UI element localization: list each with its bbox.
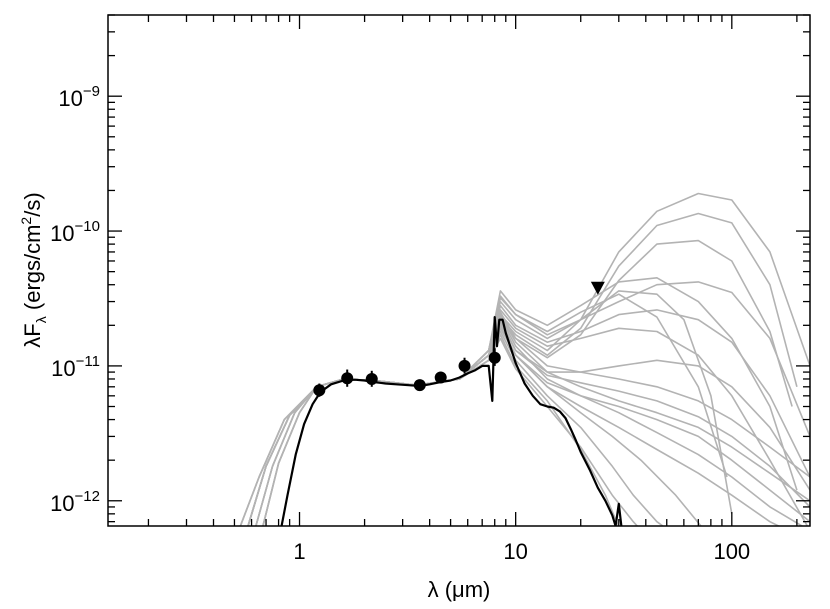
observed-points xyxy=(313,281,605,397)
y-axis-title-unit-pre: (ergs/cm xyxy=(20,225,45,317)
y-tick-label: 10−10 xyxy=(50,218,100,246)
upper-limit-marker xyxy=(590,281,605,295)
y-tick-label: 10−11 xyxy=(51,353,100,381)
data-point xyxy=(365,372,378,385)
data-point xyxy=(413,379,426,392)
data-point xyxy=(313,384,326,397)
y-axis-title-unit-post: /s) xyxy=(20,192,45,216)
x-tick-label: 100 xyxy=(713,539,750,564)
tick-labels: 1 10 100 10−12 10−11 10−10 10−9 xyxy=(50,83,750,564)
x-tick-label: 10 xyxy=(503,539,527,564)
data-point xyxy=(341,372,354,385)
plot-frame xyxy=(107,14,811,527)
x-tick-label: 1 xyxy=(293,539,305,564)
y-axis-title: λFλ (ergs/cm2/s) xyxy=(18,192,49,347)
data-point xyxy=(458,359,471,372)
data-point xyxy=(488,351,501,364)
y-axis-title-sub: λ xyxy=(33,316,49,323)
y-axis-title-main: λF xyxy=(20,323,45,347)
y-tick-label: 10−12 xyxy=(50,488,100,516)
axis-ticks xyxy=(108,14,810,526)
data-point xyxy=(434,371,447,384)
y-axis-title-unit-sup: 2 xyxy=(18,217,34,225)
y-tick-label: 10−9 xyxy=(58,83,100,111)
model-curve xyxy=(262,327,702,526)
x-axis-title: λ (μm) xyxy=(428,577,491,602)
